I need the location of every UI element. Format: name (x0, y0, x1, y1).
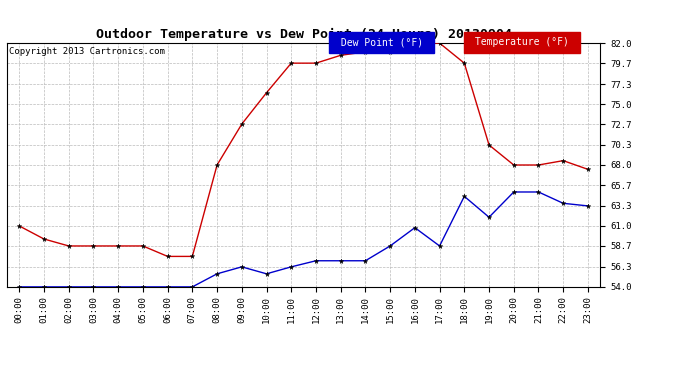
Text: Copyright 2013 Cartronics.com: Copyright 2013 Cartronics.com (9, 47, 165, 56)
Title: Outdoor Temperature vs Dew Point (24 Hours) 20130904: Outdoor Temperature vs Dew Point (24 Hou… (96, 27, 511, 40)
Text: Dew Point (°F): Dew Point (°F) (335, 38, 428, 47)
Text: Temperature (°F): Temperature (°F) (469, 38, 575, 47)
